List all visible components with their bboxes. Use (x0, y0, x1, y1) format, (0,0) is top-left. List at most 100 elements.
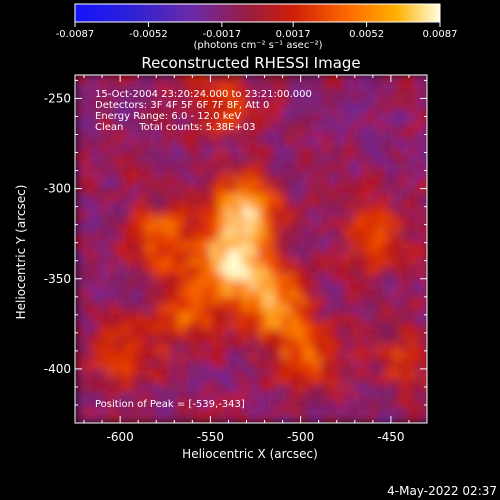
heatmap-cell (329, 113, 339, 123)
heatmap-cell (154, 351, 164, 361)
heatmap-cell (146, 248, 156, 258)
heatmap-cell (352, 113, 362, 123)
heatmap-cell (241, 248, 251, 258)
heatmap-cell (202, 89, 212, 99)
heatmap-cell (321, 407, 331, 417)
heatmap-cell (313, 75, 323, 83)
heatmap-cell (194, 264, 204, 274)
heatmap-cell (217, 97, 227, 107)
heatmap-cell (424, 224, 427, 234)
heatmap-cell (202, 264, 212, 274)
heatmap-cell (225, 240, 235, 250)
heatmap-cell (384, 169, 394, 179)
heatmap-cell (345, 192, 355, 202)
heatmap-cell (249, 415, 259, 423)
heatmap-cell (186, 280, 196, 290)
heatmap-cell (345, 161, 355, 171)
heatmap-cell (170, 311, 180, 321)
heatmap-cell (162, 232, 172, 242)
heatmap-cell (114, 391, 124, 401)
heatmap-cell (400, 145, 410, 155)
heatmap-cell (75, 296, 84, 306)
heatmap-cell (186, 113, 196, 123)
heatmap-cell (265, 216, 275, 226)
heatmap-cell (313, 145, 323, 155)
heatmap-cell (305, 232, 315, 242)
heatmap-cell (194, 296, 204, 306)
heatmap-cell (90, 375, 100, 385)
heatmap-cell (170, 105, 180, 115)
heatmap-cell (297, 192, 307, 202)
heatmap-cell (75, 184, 84, 194)
heatmap-cell (225, 296, 235, 306)
heatmap-cell (376, 359, 386, 369)
heatmap-cell (360, 97, 370, 107)
heatmap-cell (154, 89, 164, 99)
heatmap-cell (202, 343, 212, 353)
heatmap-cell (106, 97, 116, 107)
heatmap-cell (130, 296, 140, 306)
heatmap-cell (400, 169, 410, 179)
heatmap-cell (75, 145, 84, 155)
heatmap-cell (408, 129, 418, 139)
heatmap-cell (313, 153, 323, 163)
heatmap-cell (233, 177, 243, 187)
heatmap-cell (376, 184, 386, 194)
heatmap-cell (368, 192, 378, 202)
heatmap-cell (98, 319, 108, 329)
heatmap-cell (202, 375, 212, 385)
heatmap-cell (392, 375, 402, 385)
heatmap-cell (305, 351, 315, 361)
heatmap-cell (345, 327, 355, 337)
heatmap-cell (297, 343, 307, 353)
heatmap-cell (289, 153, 299, 163)
heatmap-cell (130, 359, 140, 369)
colorbar-tick-label: -0.0087 (56, 29, 95, 40)
heatmap-cell (241, 256, 251, 266)
heatmap-cell (400, 216, 410, 226)
heatmap-cell (241, 137, 251, 147)
colorbar-tick-label: -0.0052 (129, 29, 168, 40)
heatmap-cell (75, 264, 84, 274)
heatmap-cell (297, 177, 307, 187)
heatmap-cell (273, 177, 283, 187)
heatmap-cell (329, 161, 339, 171)
heatmap-cell (376, 319, 386, 329)
heatmap-cell (122, 288, 132, 298)
heatmap-cell (233, 208, 243, 218)
heatmap-cell (114, 145, 124, 155)
heatmap-cell (281, 200, 291, 210)
heatmap-cell (162, 407, 172, 417)
heatmap-cell (321, 137, 331, 147)
heatmap-cell (130, 177, 140, 187)
heatmap-cell (281, 367, 291, 377)
heatmap-cell (249, 153, 259, 163)
heatmap-cell (202, 129, 212, 139)
heatmap-cell (305, 327, 315, 337)
heatmap-cell (424, 272, 427, 282)
heatmap-cell (194, 224, 204, 234)
heatmap-cell (194, 240, 204, 250)
heatmap-cell (162, 383, 172, 393)
heatmap-cell (162, 303, 172, 313)
heatmap-cell (265, 89, 275, 99)
heatmap-cell (241, 89, 251, 99)
heatmap-cell (352, 375, 362, 385)
heatmap-cell (154, 105, 164, 115)
heatmap-cell (416, 113, 426, 123)
heatmap-cell (82, 169, 92, 179)
heatmap-cell (257, 256, 267, 266)
heatmap-cell (225, 415, 235, 423)
heatmap-cell (289, 280, 299, 290)
heatmap-cell (186, 407, 196, 417)
heatmap-cell (305, 280, 315, 290)
heatmap-cell (106, 303, 116, 313)
heatmap-cell (257, 232, 267, 242)
heatmap-cell (345, 280, 355, 290)
heatmap-cell (146, 208, 156, 218)
heatmap-cell (313, 200, 323, 210)
heatmap-cell (400, 75, 410, 83)
heatmap-cell (360, 177, 370, 187)
heatmap-cell (106, 161, 116, 171)
heatmap-cell (194, 256, 204, 266)
